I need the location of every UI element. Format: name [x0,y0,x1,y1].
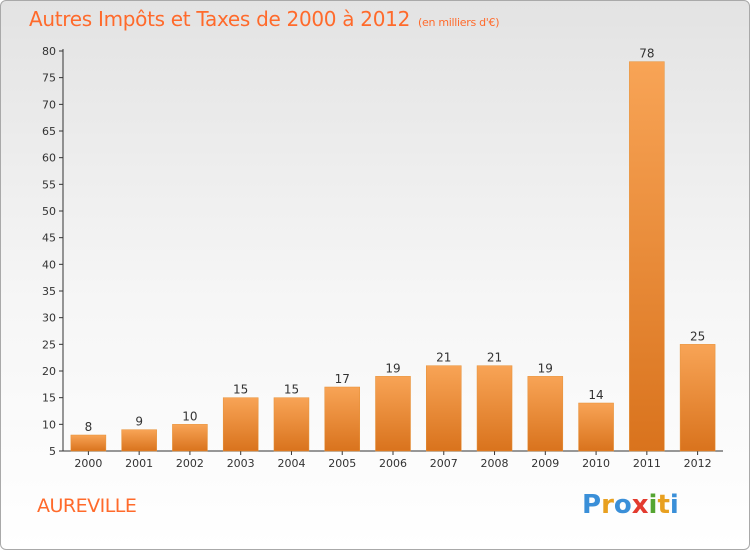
bar-2012 [679,344,716,452]
logo-letter: i [669,490,679,520]
data-label: 25 [690,329,705,343]
y-tick-label: 50 [42,205,56,218]
x-tick-label: 2003 [227,457,255,470]
y-axis: 5 10 15 20 25 30 35 40 45 50 55 60 65 70 75 80 [42,45,64,458]
logo-letter: t [657,490,670,520]
bar-2003 [222,397,259,452]
bar-2007 [426,365,462,452]
y-tick-label: 5 [49,445,56,458]
y-tick-label: 80 [42,45,56,58]
data-label: 10 [182,409,197,423]
y-tick-label: 45 [42,232,56,245]
proxiti-logo: Proxiti [582,490,679,520]
x-tick-label: 2006 [379,457,407,470]
data-label: 19 [538,361,553,375]
data-label: 17 [335,372,350,386]
place-name: AUREVILLE [37,495,137,517]
bar-2006 [375,376,411,452]
chart-subtitle: (en milliers d'€) [418,16,500,29]
x-tick-label: 2010 [582,457,610,470]
logo-letter: P [582,490,602,520]
logo-letter: r [601,490,614,520]
y-tick-label: 30 [42,312,56,325]
bar-2008 [476,365,513,452]
logo-letter: i [648,490,658,520]
data-label: 8 [85,420,93,434]
bar-2004 [273,397,310,452]
logo-letter: o [613,490,632,520]
bar-2000 [70,434,107,452]
y-tick-label: 75 [42,72,56,85]
x-axis: 2000 2001 2002 2003 2004 2005 2006 2007 2008 2009… [63,450,723,470]
y-tick-label: 15 [42,392,56,405]
x-tick-label: 2005 [328,457,356,470]
data-label: 78 [639,47,654,61]
x-tick-label: 2011 [633,457,661,470]
x-tick-label: 2009 [531,457,559,470]
data-label: 9 [135,415,143,429]
bar-2011 [629,61,665,452]
y-tick-label: 35 [42,285,56,298]
bar-2009 [527,376,564,452]
bar-2005 [324,386,360,452]
x-tick-label: 2004 [277,457,305,470]
bar-2002 [172,424,208,452]
y-tick-label: 10 [42,418,56,431]
x-tick-label: 2001 [125,457,153,470]
logo-letter: x [631,490,649,520]
chart-title-block: Autres Impôts et Taxes de 2000 à 2012 (en… [29,7,499,31]
y-tick-label: 70 [42,98,56,111]
x-tick-label: 2002 [176,457,204,470]
x-tick-label: 2012 [684,457,712,470]
y-tick-label: 65 [42,125,56,138]
x-tick-label: 2008 [481,457,509,470]
bar-2001 [121,429,157,452]
y-tick-label: 40 [42,258,56,271]
data-label: 19 [385,361,400,375]
x-tick-label: 2007 [430,457,458,470]
y-tick-label: 60 [42,152,56,165]
data-label: 21 [436,351,451,365]
x-tick-label: 2000 [74,457,102,470]
data-label: 21 [487,351,502,365]
y-tick-label: 55 [42,178,56,191]
data-label: 15 [284,383,299,397]
chart-title: Autres Impôts et Taxes de 2000 à 2012 [29,7,410,31]
bar-2010 [578,402,614,452]
y-tick-label: 25 [42,338,56,351]
bars-group: 8 9 10 15 15 17 19 21 21 19 14 78 25 [70,47,716,452]
data-label: 15 [233,383,248,397]
data-label: 14 [588,388,603,402]
y-tick-label: 20 [42,365,56,378]
